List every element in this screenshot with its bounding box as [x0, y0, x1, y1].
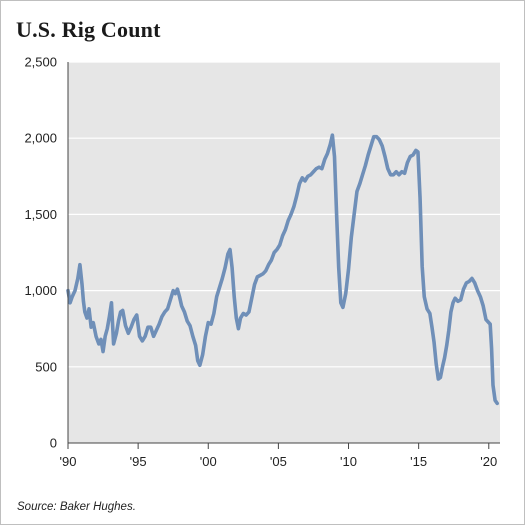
- chart-title: U.S. Rig Count: [16, 17, 161, 42]
- y-tick-label: 0: [50, 436, 57, 451]
- y-tick-label: 2,500: [24, 55, 57, 70]
- x-tick-label: '90: [60, 454, 77, 469]
- x-tick-label: '00: [200, 454, 217, 469]
- series-layer: [66, 133, 499, 406]
- gridlines: [68, 61, 500, 368]
- y-tick-label: 1,000: [24, 283, 57, 298]
- source-note: Source: Baker Hughes.: [17, 501, 136, 513]
- series-line-1: [66, 133, 499, 406]
- x-tick-label: '95: [130, 454, 147, 469]
- y-tick-label: 1,500: [24, 207, 57, 222]
- x-tick-label: '10: [340, 454, 357, 469]
- y-tick-label: 2,000: [24, 131, 57, 146]
- x-tick-label: '20: [480, 454, 497, 469]
- x-tick-label: '05: [270, 454, 287, 469]
- plot-area: [68, 62, 500, 443]
- y-tick-label: 500: [35, 359, 57, 374]
- tick-labels: 0 500 1,000 1,500 2,000 2,500 '90 '95 '00 '05 '10 '…: [24, 55, 497, 470]
- axes: [67, 62, 500, 449]
- x-tick-label: '15: [410, 454, 427, 469]
